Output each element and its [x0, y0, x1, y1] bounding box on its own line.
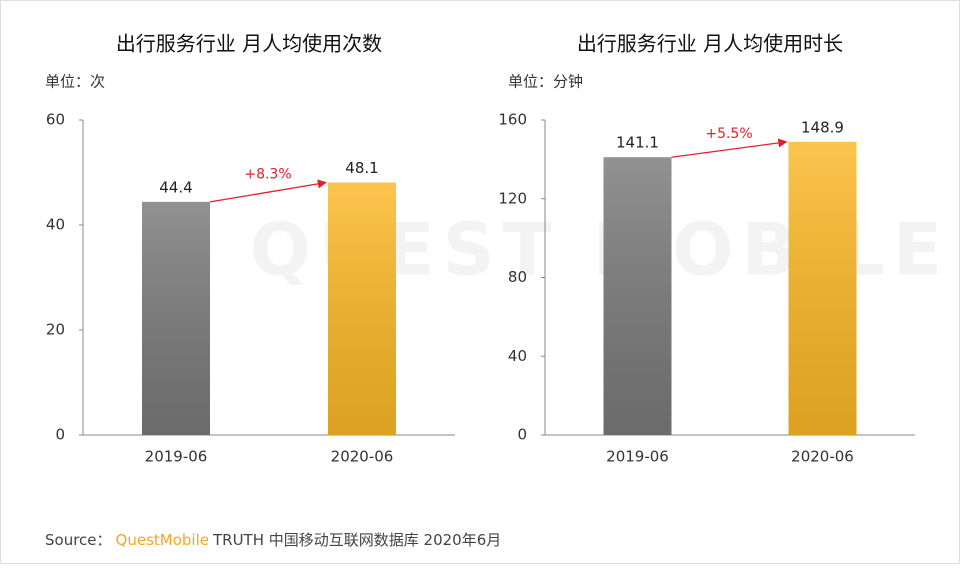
x-tick-label: 2019-06 [145, 448, 208, 466]
x-tick-label: 2020-06 [331, 448, 394, 466]
source-text: Source： QuestMobile TRUTH 中国移动互联网数据库 2020年… [45, 531, 501, 549]
bar-shade [788, 141, 857, 435]
data-label: 48.1 [345, 159, 378, 177]
y-tick-label: 40 [46, 216, 65, 234]
growth-arrow [209, 179, 327, 203]
y-tick-label: 160 [498, 111, 527, 129]
source-label: Source： [45, 531, 112, 549]
y-tick-label: 120 [498, 189, 527, 207]
bar-shade [142, 201, 210, 435]
y-tick-label: 60 [46, 111, 65, 129]
y-tick-label: 20 [46, 321, 65, 339]
y-tick-label: 40 [508, 347, 527, 365]
bar-shade [603, 157, 672, 435]
source-detail: TRUTH 中国移动互联网数据库 2020年6月 [212, 531, 501, 549]
y-tick-label: 0 [517, 426, 527, 444]
x-tick-label: 2019-06 [606, 448, 669, 466]
y-tick-label: 80 [508, 268, 527, 286]
chart-title: 出行服务行业 月人均使用时长 [577, 32, 843, 56]
growth-label: +5.5% [705, 126, 752, 142]
unit-label: 单位：分钟 [508, 73, 583, 91]
growth-arrow [671, 138, 788, 158]
source-brand: QuestMobile [116, 531, 209, 549]
unit-label: 单位：次 [45, 73, 105, 91]
data-label: 148.9 [801, 118, 844, 136]
bar-shade [328, 182, 396, 435]
data-label: 141.1 [616, 134, 659, 152]
growth-label: +8.3% [244, 166, 291, 182]
data-label: 44.4 [159, 178, 192, 196]
x-tick-label: 2020-06 [791, 448, 854, 466]
chart-title: 出行服务行业 月人均使用次数 [116, 32, 382, 56]
y-tick-label: 0 [55, 426, 65, 444]
